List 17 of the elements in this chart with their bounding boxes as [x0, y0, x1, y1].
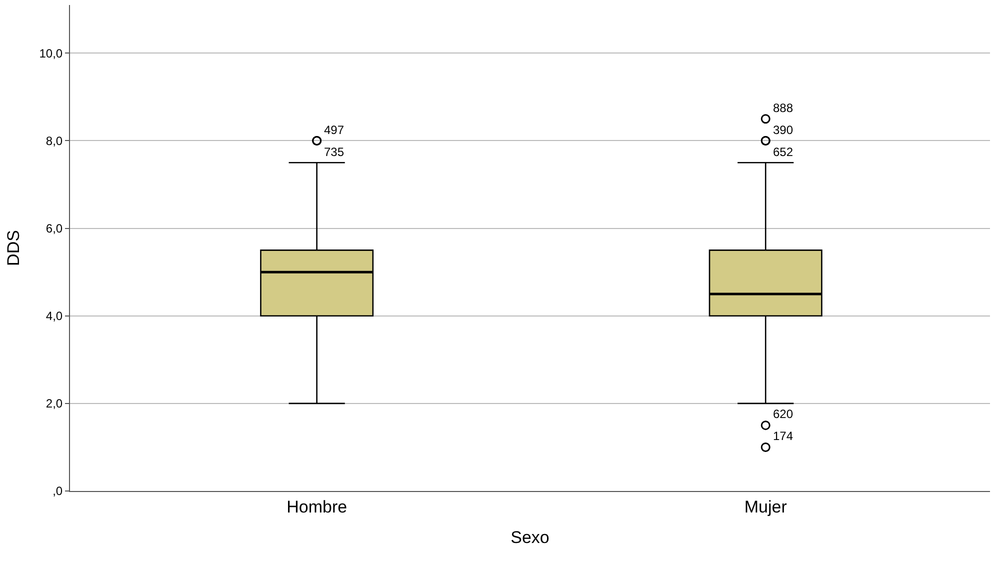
- y-tick-label: ,0: [52, 484, 63, 498]
- y-tick-label: 8,0: [46, 134, 63, 148]
- annotation: 390: [773, 123, 794, 137]
- annotation: 174: [773, 429, 794, 443]
- y-tick-label: 2,0: [46, 396, 63, 411]
- annotation: 888: [773, 101, 794, 115]
- x-tick-label: Mujer: [744, 497, 788, 516]
- annotation: 735: [324, 145, 344, 159]
- y-tick-label: 4,0: [46, 309, 63, 324]
- annotation: 652: [773, 145, 794, 159]
- annotation: 497: [324, 123, 344, 137]
- annotation: 620: [773, 407, 794, 421]
- y-tick-label: 10,0: [39, 46, 63, 60]
- y-tick-label: 6,0: [46, 222, 63, 236]
- x-axis-title: Sexo: [510, 528, 550, 547]
- x-tick-label: Hombre: [286, 497, 348, 516]
- y-axis-title: DDS: [4, 230, 23, 266]
